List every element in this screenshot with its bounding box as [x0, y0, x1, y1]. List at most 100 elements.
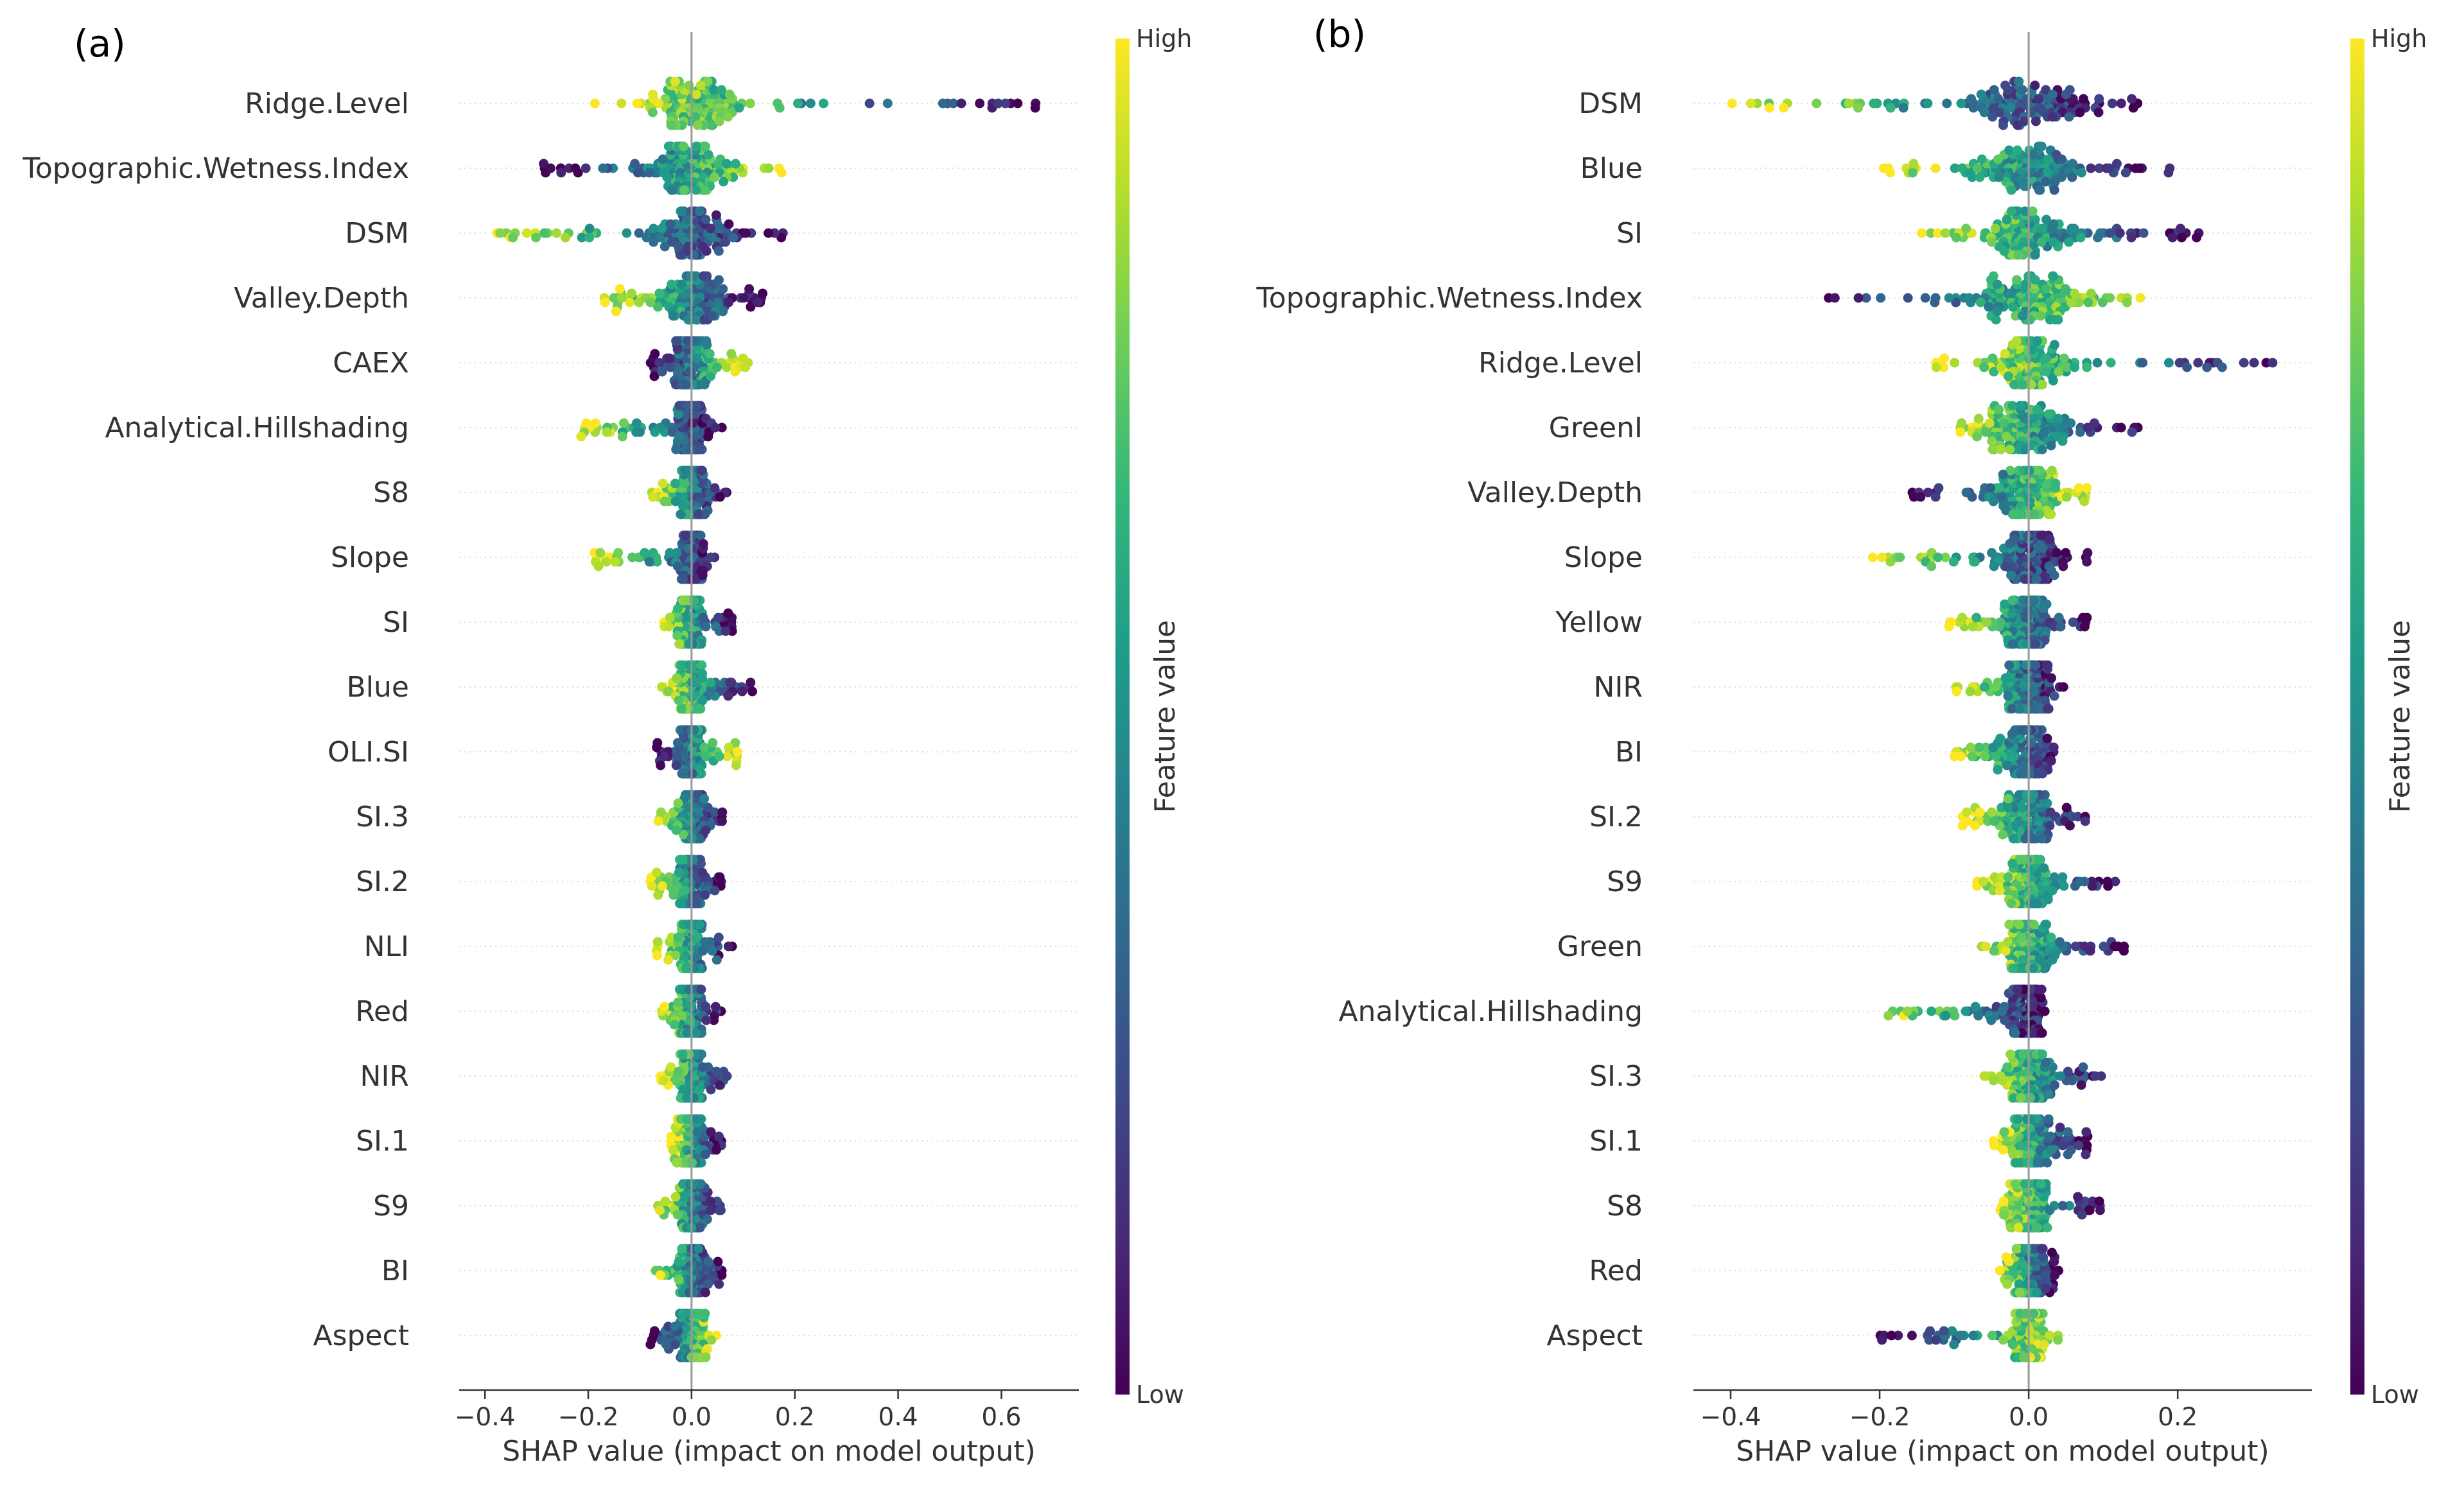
shap-point [672, 631, 683, 641]
shap-point [682, 1114, 692, 1124]
shap-point [2022, 530, 2032, 541]
shap-point [2061, 492, 2072, 502]
shap-point [2031, 660, 2041, 670]
shap-point [695, 80, 706, 91]
shap-point [676, 509, 686, 519]
shap-point [2008, 509, 2018, 519]
feature-label: Blue [1580, 152, 1643, 185]
shap-point [1955, 427, 1966, 437]
shap-point [2043, 409, 2054, 419]
shap-point [1979, 682, 1989, 692]
shap-point [2138, 228, 2149, 238]
shap-point [2058, 561, 2068, 571]
shap-point [2019, 116, 2029, 126]
feature-label: GreenI [1549, 412, 1643, 444]
shap-point [721, 626, 731, 636]
shap-point [2163, 168, 2174, 178]
shap-point [673, 604, 683, 614]
shap-point [2042, 660, 2052, 670]
shap-point [805, 98, 816, 109]
shap-point [2015, 769, 2025, 779]
shap-point [2014, 704, 2025, 714]
shap-point [508, 232, 518, 243]
shap-point [634, 228, 644, 238]
shap-point [2047, 673, 2056, 683]
shap-point [1957, 418, 1967, 428]
shap-point [699, 379, 710, 390]
shap-point [2045, 315, 2055, 325]
shap-point [700, 937, 710, 947]
shap-point [2053, 413, 2063, 424]
shap-point [2122, 297, 2132, 308]
shap-point [672, 1158, 682, 1168]
shap-point [716, 85, 726, 95]
shap-point [1961, 223, 1971, 234]
shap-point [1934, 483, 1944, 493]
shap-point [707, 311, 717, 321]
shap-point [1992, 306, 2002, 317]
shap-point [649, 1326, 660, 1336]
shap-point [681, 595, 691, 605]
shap-point [703, 431, 713, 442]
x-tick-label: 0.6 [981, 1403, 1021, 1432]
shap-point [2079, 622, 2090, 632]
feature-beeswarm [1931, 336, 2278, 390]
feature-beeswarm [659, 595, 737, 649]
shap-point [2082, 557, 2092, 567]
shap-point [2048, 271, 2058, 281]
shap-point [682, 401, 692, 411]
shap-point [1994, 107, 2004, 117]
shap-point [703, 1279, 713, 1289]
shap-point [1996, 444, 2006, 455]
shap-point [724, 297, 733, 308]
shap-point [758, 288, 768, 299]
shap-point [2025, 315, 2035, 325]
shap-point [1923, 487, 1933, 498]
shap-point [663, 686, 674, 697]
shap-point [2061, 803, 2072, 813]
shap-point [2075, 107, 2085, 117]
shap-point [2050, 177, 2060, 187]
shap-point [707, 946, 717, 956]
feature-label: SI.1 [356, 1125, 409, 1158]
feature-beeswarm [1907, 465, 2092, 519]
shap-point [2017, 85, 2027, 95]
shap-point [2066, 418, 2076, 428]
feature-label: NIR [360, 1060, 409, 1093]
shap-point [701, 1002, 711, 1012]
feature-beeswarm [1972, 855, 2120, 909]
shap-point [1030, 103, 1040, 113]
shap-point [723, 608, 733, 618]
shap-point [1998, 418, 2009, 428]
shap-point [611, 306, 621, 317]
shap-point [2067, 172, 2077, 182]
shap-point [2054, 367, 2064, 377]
shap-point [1745, 98, 1756, 109]
feature-label: S8 [373, 476, 409, 509]
shap-point [706, 686, 716, 697]
shap-point [653, 890, 663, 900]
shap-point [682, 336, 692, 346]
shap-point [1993, 765, 2003, 775]
shap-point [2049, 691, 2059, 701]
shap-point [2002, 431, 2011, 442]
shap-point [2011, 336, 2022, 346]
shap-point [657, 367, 667, 377]
shap-point [2020, 206, 2030, 216]
shap-point [2034, 103, 2045, 113]
shap-point [710, 172, 719, 182]
shap-point [2048, 376, 2058, 386]
shap-point [993, 98, 1003, 109]
shap-point [1956, 98, 1966, 109]
shap-point [674, 1257, 684, 1267]
feature-beeswarm [1867, 530, 2093, 584]
shap-point [975, 98, 985, 109]
shap-point [697, 660, 707, 670]
shap-point [1994, 483, 2004, 493]
shap-point [2193, 358, 2203, 368]
shap-point [1944, 293, 1954, 303]
shap-point [647, 107, 658, 117]
shap-point [2074, 483, 2084, 493]
shap-point [2078, 94, 2088, 104]
shap-point [2092, 358, 2102, 368]
